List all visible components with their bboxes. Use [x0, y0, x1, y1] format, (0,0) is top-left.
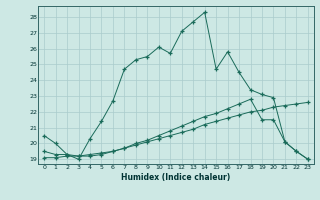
X-axis label: Humidex (Indice chaleur): Humidex (Indice chaleur) — [121, 173, 231, 182]
